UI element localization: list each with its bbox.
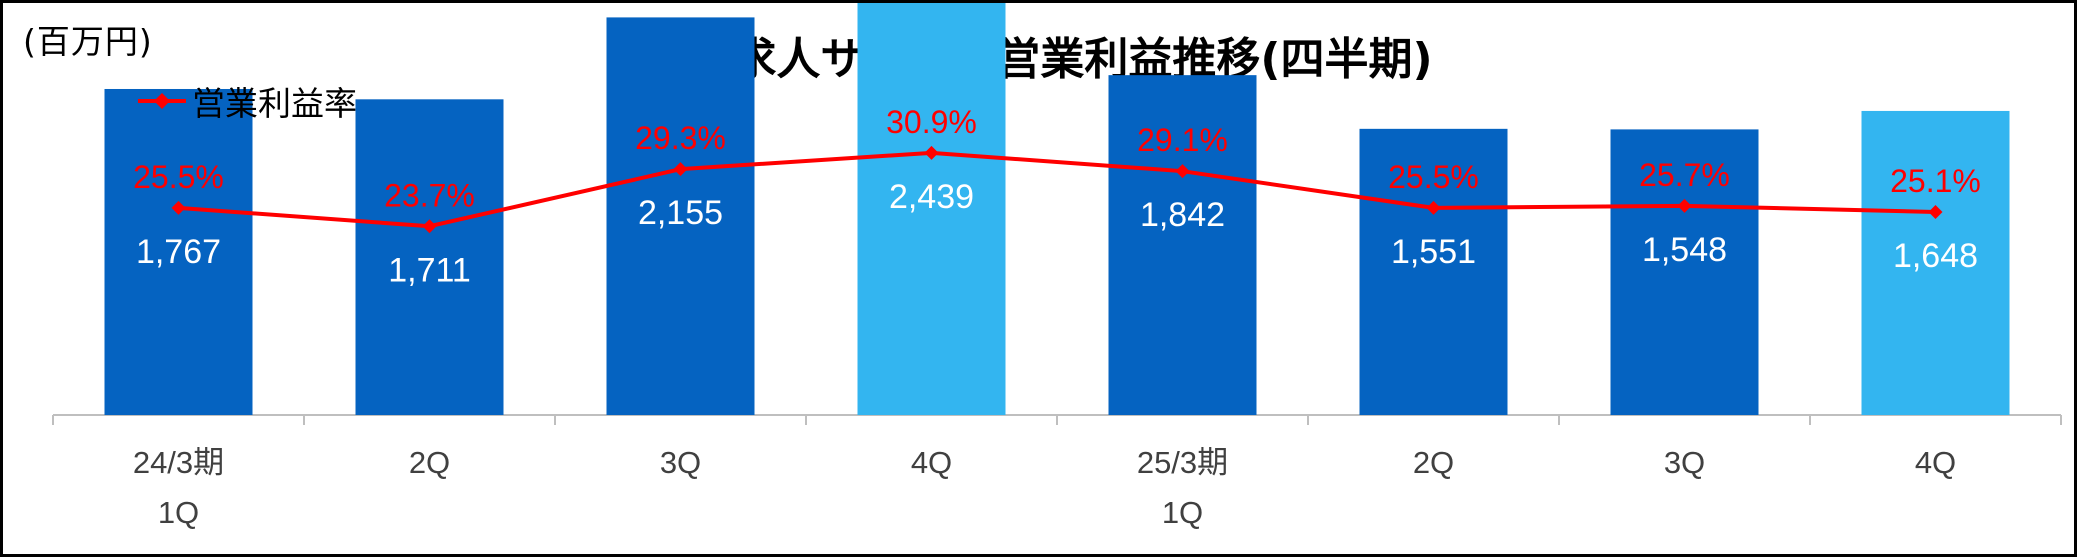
margin-point [1928, 204, 1943, 219]
margin-point [422, 219, 437, 234]
legend: 営業利益率 [138, 81, 357, 123]
bar [606, 17, 755, 416]
margin-value-label: 30.9% [886, 104, 977, 140]
margin-line [178, 150, 1936, 229]
margin-value-label: 29.3% [635, 120, 726, 156]
legend-line-marker-icon [138, 93, 186, 109]
margin-value-label: 25.5% [1388, 159, 1479, 195]
bar [104, 88, 253, 416]
bar-value-label: 1,842 [1140, 196, 1225, 234]
bar [857, 3, 1006, 415]
bar [1610, 129, 1759, 416]
x-tick-label-line2: 1Q [158, 495, 199, 530]
bar [1359, 128, 1508, 415]
margin-point [673, 162, 688, 177]
margin-point [924, 145, 939, 160]
unit-label: (百万円) [23, 22, 153, 61]
x-tick-label: 24/3期 [133, 445, 224, 480]
bar-value-label: 1,551 [1391, 233, 1476, 271]
x-tick-label: 3Q [1664, 445, 1705, 480]
margin-value-label: 25.7% [1639, 157, 1730, 193]
x-tick-label: 4Q [1915, 445, 1956, 480]
bar [355, 99, 504, 416]
x-tick-label: 4Q [911, 445, 952, 480]
bar [1108, 75, 1257, 415]
chart-plot: 24/3期 1Q 2Q 3Q 4Q 25/3期 1Q 2Q 3Q 4Q 1,767 1,711 2,15… [52, 3, 2062, 530]
margin-point [1426, 200, 1441, 215]
bar-value-label: 1,548 [1642, 231, 1727, 269]
x-tick-label-line2: 1Q [1162, 495, 1203, 530]
bar-value-label: 1,648 [1893, 237, 1978, 275]
margin-value-label: 29.1% [1137, 122, 1228, 158]
legend-label: 営業利益率 [192, 84, 357, 123]
chart-title: 国内求人サイトの営業利益推移(四半期) [644, 34, 1433, 85]
bar-value-label: 2,439 [889, 178, 974, 216]
x-tick-label: 2Q [409, 445, 450, 480]
x-tick-label: 2Q [1413, 445, 1454, 480]
bar-value-label: 2,155 [638, 194, 723, 232]
margin-point [1175, 164, 1190, 179]
margin-value-label: 25.1% [1890, 163, 1981, 199]
margin-value-label: 25.5% [133, 159, 224, 195]
margin-value-label: 23.7% [384, 177, 475, 213]
x-tick-label: 3Q [660, 445, 701, 480]
margin-point [171, 200, 186, 215]
bar-value-label: 1,711 [388, 251, 471, 289]
margin-point [1677, 198, 1692, 213]
x-tick-label: 25/3期 [1137, 445, 1228, 480]
bar [1861, 110, 2010, 415]
bar-value-label: 1,767 [136, 233, 221, 271]
